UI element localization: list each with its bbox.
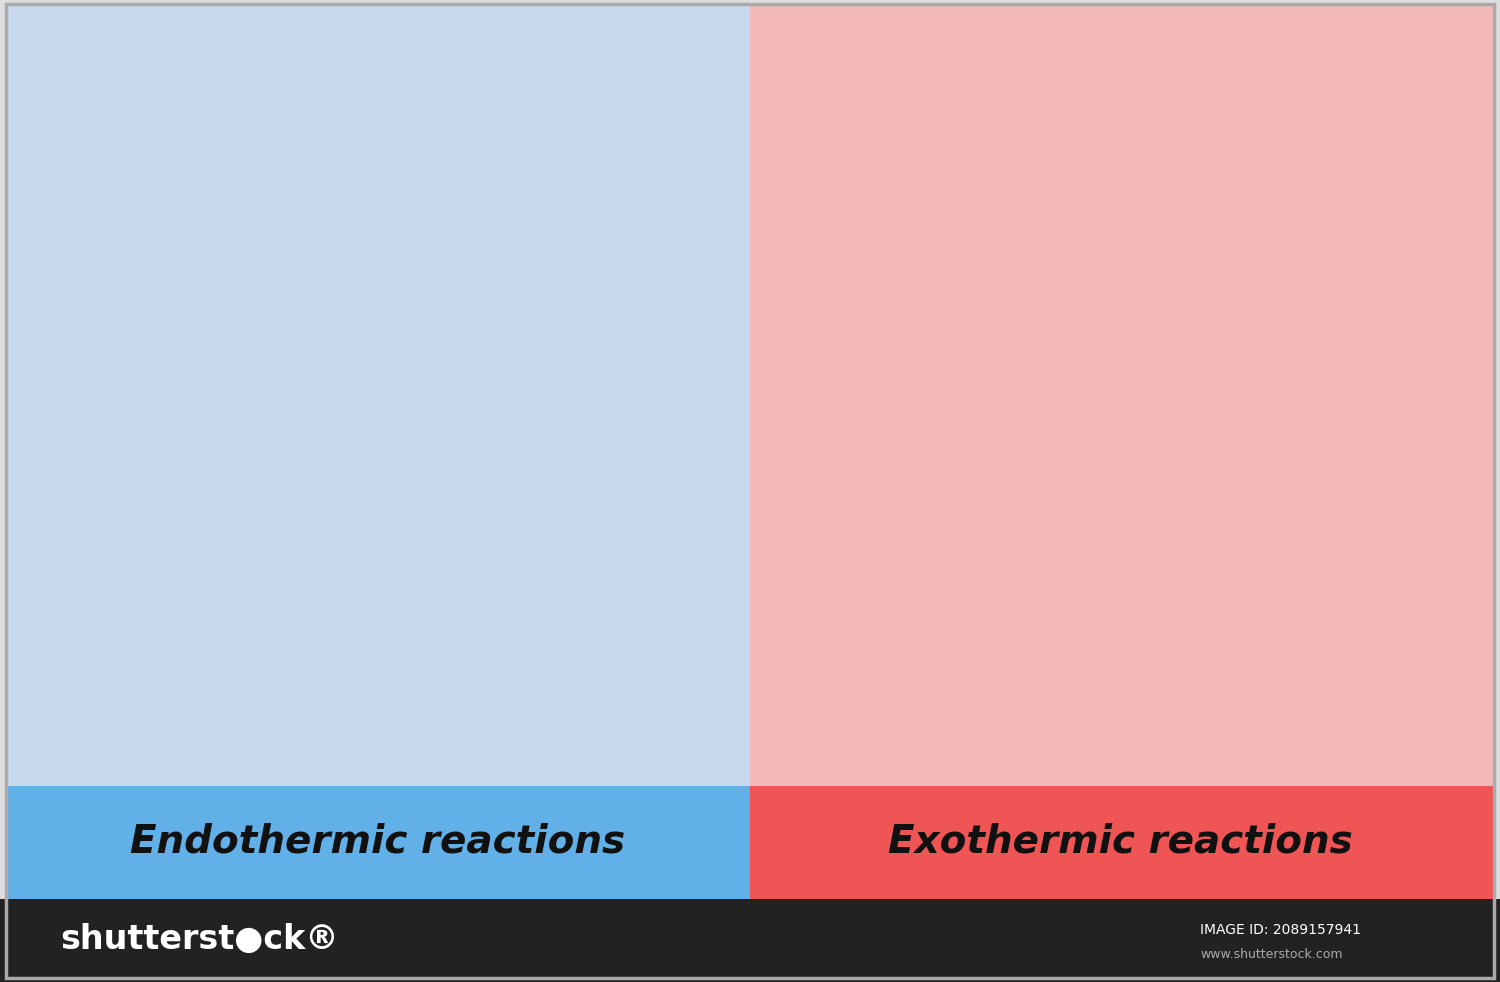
Y-axis label: Stored chemical energy: Stored chemical energy	[821, 269, 844, 585]
Text: Exothermic reactions: Exothermic reactions	[888, 823, 1353, 860]
Text: Reactants: Reactants	[141, 678, 290, 703]
Text: www.shutterstock.com: www.shutterstock.com	[1200, 948, 1342, 961]
Text: Reactants: Reactants	[884, 182, 1032, 207]
Text: Products: Products	[1230, 678, 1362, 703]
Text: shutterst●ck®: shutterst●ck®	[60, 923, 339, 956]
Text: Energy
released: Energy released	[924, 403, 1053, 459]
Y-axis label: Stored chemical energy: Stored chemical energy	[78, 269, 102, 585]
X-axis label: Direction of reaction: Direction of reaction	[264, 772, 538, 796]
Text: IMAGE ID: 2089157941: IMAGE ID: 2089157941	[1200, 923, 1360, 937]
Text: Endothermic reactions: Endothermic reactions	[130, 823, 626, 860]
Text: Energy
absorbed: Energy absorbed	[433, 434, 572, 490]
Text: Products: Products	[390, 182, 520, 207]
X-axis label: Direction of reaction: Direction of reaction	[1007, 772, 1281, 796]
